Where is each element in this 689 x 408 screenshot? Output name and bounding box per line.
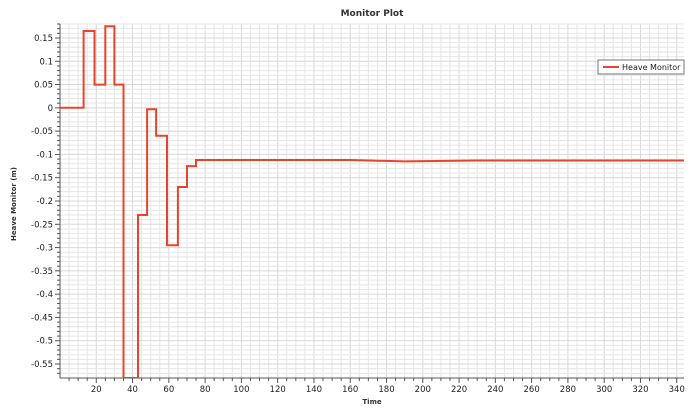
x-tick-labels: 20 40 60 80 100 120 140 160 180 200 220 240 260 280 30… — [91, 385, 685, 395]
y-tick-label: -0.45 — [31, 313, 53, 323]
x-tick-label: 220 — [451, 385, 467, 395]
series-line-heave-monitor — [60, 25, 684, 378]
plot-grid — [59, 23, 684, 378]
x-tick-label: 200 — [415, 385, 431, 395]
x-tick-label: 140 — [306, 385, 322, 395]
y-tick-label: -0.15 — [31, 174, 53, 184]
y-tick-label: 0.05 — [34, 81, 53, 91]
y-tick-label: -0.25 — [31, 220, 53, 230]
y-tick-label: -0.35 — [31, 267, 53, 277]
chart-title: Monitor Plot — [341, 9, 405, 19]
x-tick-label: 80 — [200, 385, 211, 395]
y-tick-label: -0.4 — [36, 290, 53, 300]
x-tick-label: 260 — [524, 385, 540, 395]
x-tick-label: 300 — [596, 385, 612, 395]
x-tick-label: 120 — [270, 385, 286, 395]
x-axis-label: Time — [362, 398, 381, 406]
x-tick-label: 20 — [91, 385, 102, 395]
y-tick-label: -0.05 — [31, 127, 53, 137]
x-tick-label: 240 — [487, 385, 503, 395]
y-tick-label: -0.5 — [36, 337, 53, 347]
y-tick-label: -0.1 — [36, 150, 53, 160]
x-tick-label: 340 — [669, 385, 685, 395]
y-tick-label: -0.3 — [36, 244, 53, 254]
x-tick-label: 100 — [233, 385, 249, 395]
x-tick-label: 60 — [163, 385, 174, 395]
y-axis-label: Heave Monitor (m) — [10, 167, 18, 241]
y-tick-label: 0.15 — [34, 34, 53, 44]
y-tick-label: -0.2 — [36, 197, 53, 207]
y-tick-label: -0.55 — [31, 360, 53, 370]
x-tick-label: 280 — [560, 385, 576, 395]
y-tick-label: 0.1 — [39, 57, 53, 67]
legend-label: Heave Monitor — [622, 63, 681, 72]
x-tick-label: 40 — [127, 385, 138, 395]
plot-axes — [55, 23, 684, 383]
legend-box — [597, 59, 685, 75]
x-tick-label: 320 — [632, 385, 648, 395]
y-tick-label: 0 — [48, 104, 53, 114]
legend: Heave Monitor — [597, 59, 685, 75]
y-tick-labels: 0.15 0.1 0.05 0 -0.05 -0.1 -0.15 -0.2 -0.25 -0.3 -… — [31, 34, 53, 370]
x-tick-label: 160 — [342, 385, 358, 395]
x-tick-label: 180 — [378, 385, 394, 395]
series-layer — [60, 25, 684, 378]
